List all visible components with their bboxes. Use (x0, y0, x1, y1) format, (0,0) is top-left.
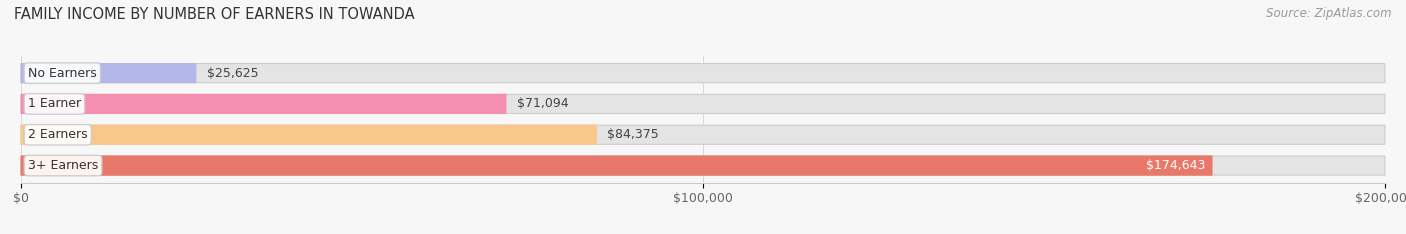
FancyBboxPatch shape (21, 64, 1385, 83)
FancyBboxPatch shape (21, 125, 596, 144)
FancyBboxPatch shape (21, 156, 1385, 175)
FancyBboxPatch shape (21, 94, 506, 113)
Text: 1 Earner: 1 Earner (28, 97, 82, 110)
FancyBboxPatch shape (21, 64, 195, 83)
Text: $71,094: $71,094 (517, 97, 568, 110)
FancyBboxPatch shape (21, 94, 1385, 113)
FancyBboxPatch shape (21, 156, 1212, 175)
FancyBboxPatch shape (21, 125, 1385, 144)
Text: No Earners: No Earners (28, 67, 97, 80)
Text: Source: ZipAtlas.com: Source: ZipAtlas.com (1267, 7, 1392, 20)
Text: FAMILY INCOME BY NUMBER OF EARNERS IN TOWANDA: FAMILY INCOME BY NUMBER OF EARNERS IN TO… (14, 7, 415, 22)
Text: 2 Earners: 2 Earners (28, 128, 87, 141)
Text: $25,625: $25,625 (207, 67, 259, 80)
Text: $84,375: $84,375 (607, 128, 659, 141)
Text: 3+ Earners: 3+ Earners (28, 159, 98, 172)
Text: $174,643: $174,643 (1146, 159, 1205, 172)
